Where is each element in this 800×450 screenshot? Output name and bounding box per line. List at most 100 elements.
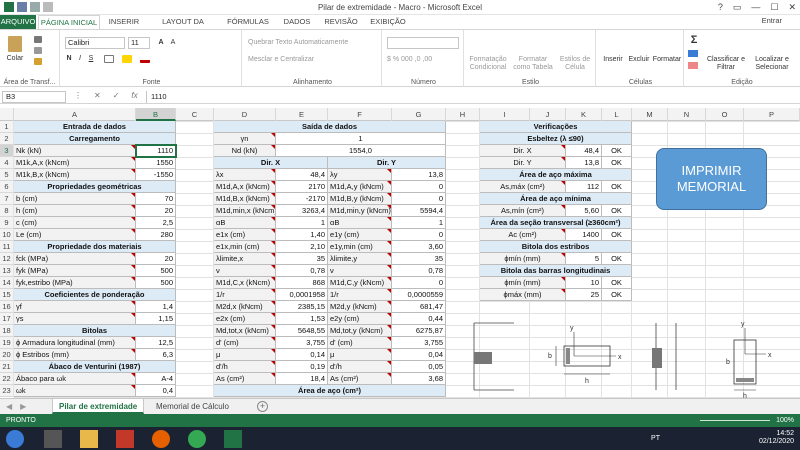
input-value[interactable]: 500 xyxy=(136,265,176,277)
fill-icon[interactable] xyxy=(688,50,698,57)
saida-label[interactable]: μ xyxy=(328,349,392,361)
clock[interactable]: 14:52 02/12/2020 xyxy=(759,430,794,446)
comment-indicator[interactable] xyxy=(131,205,135,209)
input-value[interactable]: 500 xyxy=(136,277,176,289)
underline-button[interactable]: S xyxy=(88,55,94,62)
comment-indicator[interactable] xyxy=(271,373,275,377)
column-header-n[interactable]: N xyxy=(668,108,706,121)
comment-indicator[interactable] xyxy=(131,301,135,305)
saida-label[interactable]: μ xyxy=(214,349,276,361)
row-header-18[interactable]: 18 xyxy=(0,325,14,337)
redo-icon[interactable] xyxy=(43,2,53,12)
saida-value-y[interactable]: 13,8 xyxy=(392,169,446,181)
input-label[interactable]: Ábaco para ωk xyxy=(14,373,136,385)
verif-estribos-value[interactable]: 5 xyxy=(566,253,602,265)
delete-button[interactable]: Excluir xyxy=(628,56,650,63)
verif-amin-value[interactable]: 5,60 xyxy=(566,205,602,217)
saida-value-y[interactable]: 6275,87 xyxy=(392,325,446,337)
saida-label[interactable]: λlimite,x xyxy=(214,253,276,265)
saida-value-x[interactable]: -2170 xyxy=(276,193,328,205)
saida-label[interactable]: d' (cm) xyxy=(214,337,276,349)
row-header-3[interactable]: 3 xyxy=(0,145,14,157)
cut-icon[interactable] xyxy=(34,36,42,43)
comment-indicator[interactable] xyxy=(271,337,275,341)
format-button[interactable]: Formatar xyxy=(652,56,682,63)
area-aco-header[interactable]: Área de aço (cm²) xyxy=(214,385,446,397)
verif-long-min-label[interactable]: ϕmín (mm) xyxy=(480,277,566,289)
saida-label[interactable]: M1d,A,y (kNcm) xyxy=(328,181,392,193)
wrap-text-button[interactable]: Quebrar Texto Automaticamente xyxy=(248,39,349,46)
verif-amin-label[interactable]: As,mín (cm²) xyxy=(480,205,566,217)
input-label[interactable]: M1k,B,x (kNcm) xyxy=(14,169,136,181)
comment-indicator[interactable] xyxy=(131,229,135,233)
saida-label[interactable]: αB xyxy=(214,217,276,229)
borders-icon[interactable] xyxy=(104,55,114,63)
tab-dados[interactable]: DADOS xyxy=(283,17,311,26)
saida-value-x[interactable]: 2,10 xyxy=(276,241,328,253)
saida-label[interactable]: e1y (cm) xyxy=(328,229,392,241)
verif-amax-label[interactable]: As,máx (cm²) xyxy=(480,181,566,193)
column-header-i[interactable]: I xyxy=(480,108,530,121)
row-header-22[interactable]: 22 xyxy=(0,373,14,385)
saida-value-y[interactable]: 35 xyxy=(392,253,446,265)
saida-label[interactable]: 1/r xyxy=(328,289,392,301)
font-name-combo[interactable]: Calibri xyxy=(65,37,125,49)
input-label[interactable]: b (cm) xyxy=(14,193,136,205)
saida-value-x[interactable]: 2385,15 xyxy=(276,301,328,313)
comment-indicator[interactable] xyxy=(387,349,391,353)
comment-indicator[interactable] xyxy=(271,301,275,305)
row-header-8[interactable]: 8 xyxy=(0,205,14,217)
column-header-f[interactable]: F xyxy=(328,108,392,121)
formula-input[interactable]: 1110 xyxy=(146,91,798,103)
nd-value[interactable]: 1554,0 xyxy=(276,145,446,157)
tab-arquivo[interactable]: ARQUIVO xyxy=(0,15,36,29)
zoom-slider[interactable] xyxy=(700,420,770,421)
saida-label[interactable]: d'/h xyxy=(328,361,392,373)
secao-header[interactable]: Área da seção transversal (≥360cm²) xyxy=(480,217,632,229)
tab-pagina-inicial[interactable]: PÁGINA INICIAL xyxy=(38,15,100,29)
saida-value-y[interactable]: 0 xyxy=(392,181,446,193)
row-header-7[interactable]: 7 xyxy=(0,193,14,205)
saida-value-y[interactable]: 3,60 xyxy=(392,241,446,253)
comment-indicator[interactable] xyxy=(387,229,391,233)
gn-label[interactable]: γn xyxy=(214,133,276,145)
comment-indicator[interactable] xyxy=(271,145,275,149)
find-select-button[interactable]: Localizar e Selecionar xyxy=(755,56,789,71)
saida-label[interactable]: e1x,min (cm) xyxy=(214,241,276,253)
sort-filter-button[interactable]: Classificar e Filtrar xyxy=(706,56,746,71)
input-label[interactable]: γs xyxy=(14,313,136,325)
saida-value-x[interactable]: 35 xyxy=(276,253,328,265)
verif-amax-value[interactable]: 112 xyxy=(566,181,602,193)
comment-indicator[interactable] xyxy=(387,313,391,317)
comment-indicator[interactable] xyxy=(271,289,275,293)
column-header-e[interactable]: E xyxy=(276,108,328,121)
comment-indicator[interactable] xyxy=(387,169,391,173)
verif-long-max-label[interactable]: ϕmáx (mm) xyxy=(480,289,566,301)
row-header-17[interactable]: 17 xyxy=(0,313,14,325)
comment-indicator[interactable] xyxy=(387,253,391,257)
input-value[interactable]: 1110 xyxy=(136,145,176,157)
comment-indicator[interactable] xyxy=(131,265,135,269)
verif-long-max-value[interactable]: 25 xyxy=(566,289,602,301)
comment-indicator[interactable] xyxy=(271,265,275,269)
esbeltez-header[interactable]: Esbeltez (λ ≤90) xyxy=(480,133,632,145)
comment-indicator[interactable] xyxy=(271,205,275,209)
comment-indicator[interactable] xyxy=(131,337,135,341)
saida-label[interactable]: M1d,C,y (kNcm) xyxy=(328,277,392,289)
saida-value-x[interactable]: 0,0001958 xyxy=(276,289,328,301)
saida-label[interactable]: M1d,A,x (kNcm) xyxy=(214,181,276,193)
saida-label[interactable]: M1d,min,y (kNcm) xyxy=(328,205,392,217)
verif-secao-label[interactable]: Ac (cm²) xyxy=(480,229,566,241)
input-value[interactable]: 70 xyxy=(136,193,176,205)
autosum-icon[interactable]: Σ xyxy=(690,34,698,46)
verif-long-min-value[interactable]: 10 xyxy=(566,277,602,289)
cell-styles-button[interactable]: Estilos de Célula xyxy=(559,56,591,71)
tab-layout[interactable]: LAYOUT DA PÁGINA xyxy=(162,17,204,40)
select-all-corner[interactable] xyxy=(0,108,14,121)
sheet-nav-arrows[interactable]: ◀▶ xyxy=(6,402,35,411)
saida-label[interactable]: e2x (cm) xyxy=(214,313,276,325)
row-header-10[interactable]: 10 xyxy=(0,229,14,241)
comment-indicator[interactable] xyxy=(131,253,135,257)
row-header-2[interactable]: 2 xyxy=(0,133,14,145)
input-value[interactable]: 1550 xyxy=(136,157,176,169)
